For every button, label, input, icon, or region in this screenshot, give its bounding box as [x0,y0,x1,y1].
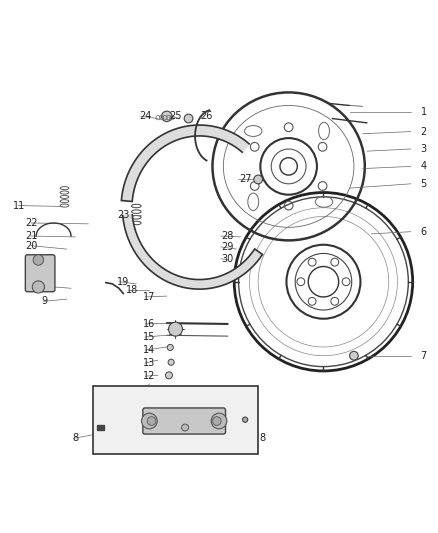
Text: 9: 9 [185,447,191,456]
Text: 21: 21 [26,231,38,241]
Text: 28: 28 [222,231,234,241]
Circle shape [184,114,193,123]
Text: 27: 27 [239,174,251,184]
Circle shape [350,351,358,360]
Text: 19: 19 [117,277,129,287]
Circle shape [33,255,44,265]
Text: 6: 6 [420,227,427,237]
Text: 22: 22 [25,218,38,228]
Circle shape [212,417,221,425]
Circle shape [147,417,156,425]
Text: 11: 11 [13,200,25,211]
Circle shape [167,344,173,351]
Circle shape [169,322,183,336]
Text: 11: 11 [143,385,155,395]
Text: 10: 10 [39,281,51,291]
Text: 1: 1 [420,107,427,117]
FancyBboxPatch shape [93,386,258,454]
Circle shape [211,413,227,429]
Text: 18: 18 [126,286,138,295]
PathPatch shape [121,125,250,201]
Text: 26: 26 [200,111,212,122]
FancyBboxPatch shape [143,408,226,434]
Text: 4: 4 [420,161,427,172]
Circle shape [141,413,157,429]
Text: 5: 5 [420,179,427,189]
Bar [97,425,104,430]
FancyBboxPatch shape [25,255,55,292]
Text: 17: 17 [143,292,155,302]
Text: 9: 9 [42,296,48,306]
Text: 7: 7 [420,351,427,361]
PathPatch shape [123,214,262,289]
Text: 8: 8 [259,433,265,443]
Circle shape [254,175,262,184]
Text: 25: 25 [169,111,182,122]
Circle shape [168,359,174,365]
Circle shape [32,281,45,293]
Text: 16: 16 [143,319,155,329]
Circle shape [182,424,188,431]
Text: 3: 3 [420,144,427,154]
Text: 15: 15 [143,332,155,342]
Text: 29: 29 [222,242,234,252]
Circle shape [166,372,173,379]
Circle shape [243,417,248,422]
Text: 10: 10 [143,399,155,409]
Text: 13: 13 [143,358,155,368]
Text: 2: 2 [420,126,427,136]
Circle shape [162,111,172,122]
Text: 12: 12 [143,371,155,381]
Text: 20: 20 [26,240,38,251]
Text: 14: 14 [143,345,155,355]
Text: 8: 8 [72,433,78,443]
Text: 23: 23 [117,210,130,220]
Text: 30: 30 [222,254,234,264]
Text: 24: 24 [139,111,151,122]
